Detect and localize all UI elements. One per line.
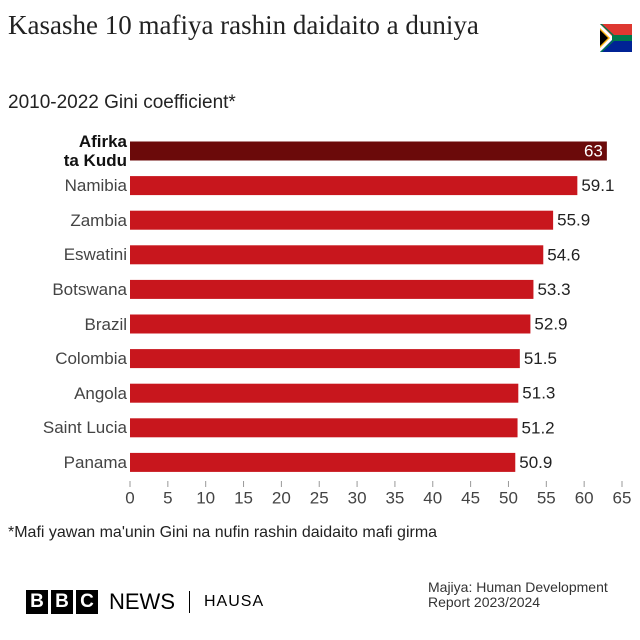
- value-label: 59.1: [581, 176, 614, 195]
- chart: 0 5 10 15 20 25 30 35 40 45 50 55 60 65 63 59.1 55.9 54.6…: [125, 141, 632, 507]
- bar: [130, 176, 578, 196]
- x-tick-label: 40: [423, 488, 442, 507]
- bar: [130, 452, 516, 472]
- chart-title: Kasashe 10 mafiya rashin daidaito a duni…: [8, 10, 479, 40]
- bar: [130, 210, 554, 230]
- x-tick-label: 10: [196, 488, 215, 507]
- logo-letter: B: [26, 590, 48, 614]
- x-tick-label: 35: [385, 488, 404, 507]
- y-tick-label: Botswana: [52, 279, 127, 299]
- value-label: 51.5: [524, 349, 557, 368]
- value-label: 63: [584, 141, 603, 160]
- x-tick-label: 15: [234, 488, 253, 507]
- logo-separator: [189, 591, 190, 613]
- y-tick-label: Afirka ta Kudu: [63, 132, 127, 170]
- x-tick-label: 20: [272, 488, 291, 507]
- x-tick-label: 25: [310, 488, 329, 507]
- x-tick-label: 55: [537, 488, 556, 507]
- y-tick-label: Panama: [63, 452, 127, 472]
- chart-subtitle: 2010-2022 Gini coefficient*: [8, 92, 236, 113]
- logo-service: HAUSA: [204, 593, 265, 610]
- source: Majiya: Human Development Report 2023/20…: [428, 579, 608, 610]
- y-tick-label: Zambia: [70, 210, 127, 230]
- x-tick-label: 30: [348, 488, 367, 507]
- value-label: 55.9: [557, 211, 590, 230]
- bbc-logo: B B C NEWS HAUSA: [26, 589, 264, 615]
- bar: [130, 383, 519, 403]
- value-label: 50.9: [519, 453, 552, 472]
- x-tick-label: 0: [125, 488, 134, 507]
- logo-letter: B: [51, 590, 73, 614]
- logo-news: NEWS: [109, 589, 175, 614]
- bar: [130, 141, 607, 161]
- x-tick-label: 65: [613, 488, 632, 507]
- x-tick-label: 50: [499, 488, 518, 507]
- value-label: 54.6: [547, 245, 580, 264]
- x-tick-label: 5: [163, 488, 172, 507]
- footnote: *Mafi yawan ma'unin Gini na nufin rashin…: [8, 524, 438, 541]
- value-label: 52.9: [534, 314, 567, 333]
- y-tick-label: Colombia: [55, 349, 127, 369]
- y-tick-label: Angola: [74, 383, 127, 403]
- value-label: 53.3: [537, 280, 570, 299]
- bar: [130, 418, 518, 438]
- bar: [130, 314, 531, 334]
- value-label: 51.3: [522, 384, 555, 403]
- y-tick-label: Brazil: [84, 314, 127, 334]
- y-tick-label: Eswatini: [63, 245, 127, 265]
- bar: [130, 279, 534, 299]
- x-tick-label: 60: [575, 488, 594, 507]
- y-tick-label: Saint Lucia: [42, 418, 127, 438]
- y-tick-label: Namibia: [64, 176, 127, 196]
- bar: [130, 245, 544, 265]
- value-label: 51.2: [522, 418, 555, 437]
- x-tick-label: 45: [461, 488, 480, 507]
- logo-letter: C: [76, 590, 98, 614]
- flag-icon: [600, 24, 632, 52]
- bar: [130, 349, 520, 369]
